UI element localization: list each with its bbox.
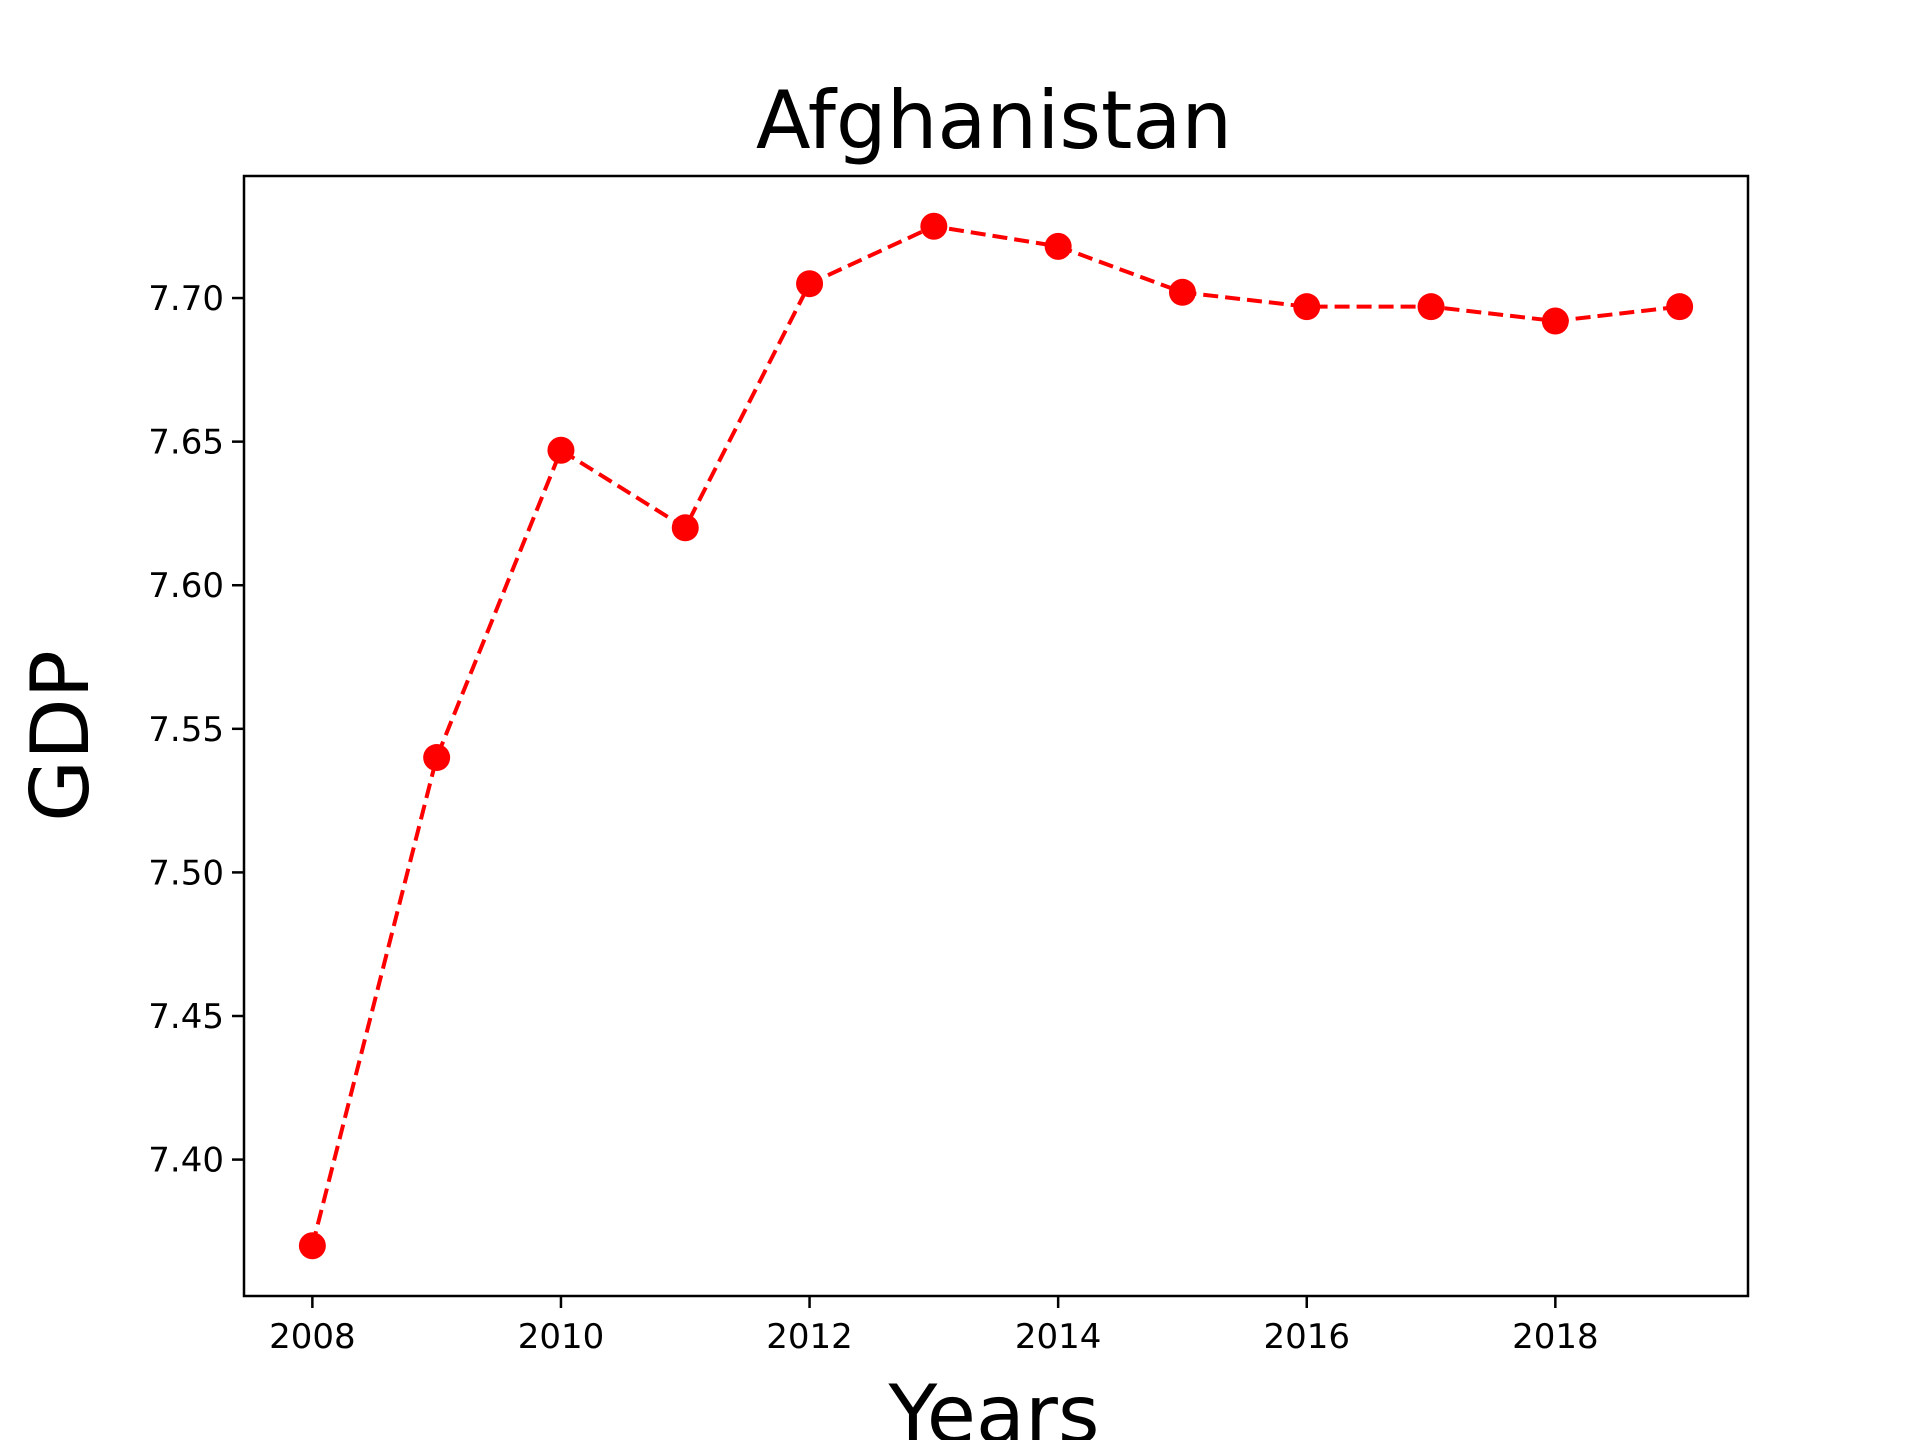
data-point	[1666, 293, 1694, 321]
y-axis-ticks: 7.40 7.45 7.50 7.55 7.60 7.65 7.70	[148, 279, 244, 1181]
y-tick-label: 7.65	[148, 423, 224, 463]
series-layer	[298, 212, 1694, 1260]
data-point	[1417, 293, 1445, 321]
data-point	[298, 1232, 326, 1260]
data-point	[671, 514, 699, 542]
series-line	[310, 224, 1680, 1247]
y-tick-label: 7.50	[148, 853, 224, 893]
y-axis-label: GDP	[14, 650, 107, 822]
chart-title: Afghanistan	[756, 74, 1232, 167]
data-point	[796, 270, 824, 298]
plot-frame	[242, 174, 1750, 1298]
y-tick-label: 7.40	[148, 1141, 224, 1181]
y-tick-label: 7.45	[148, 997, 224, 1037]
data-point	[423, 744, 451, 772]
x-tick-label: 2016	[1263, 1317, 1350, 1357]
data-point	[1168, 278, 1196, 306]
data-point	[1541, 307, 1569, 335]
data-point	[920, 212, 948, 240]
data-point	[1044, 232, 1072, 260]
plot-area	[242, 174, 1750, 1298]
x-axis-label: Years	[887, 1368, 1099, 1440]
x-tick-label: 2012	[766, 1317, 853, 1357]
data-point	[1293, 293, 1321, 321]
x-tick-label: 2018	[1512, 1317, 1599, 1357]
y-tick-label: 7.55	[148, 710, 224, 750]
y-tick-label: 7.70	[148, 279, 224, 319]
x-axis-ticks: 2008 2010 2012 2014 2016 2018	[269, 1296, 1599, 1357]
x-tick-label: 2014	[1015, 1317, 1102, 1357]
x-tick-label: 2010	[518, 1317, 605, 1357]
y-tick-label: 7.60	[148, 566, 224, 606]
data-point	[547, 436, 575, 464]
x-tick-label: 2008	[269, 1317, 356, 1357]
